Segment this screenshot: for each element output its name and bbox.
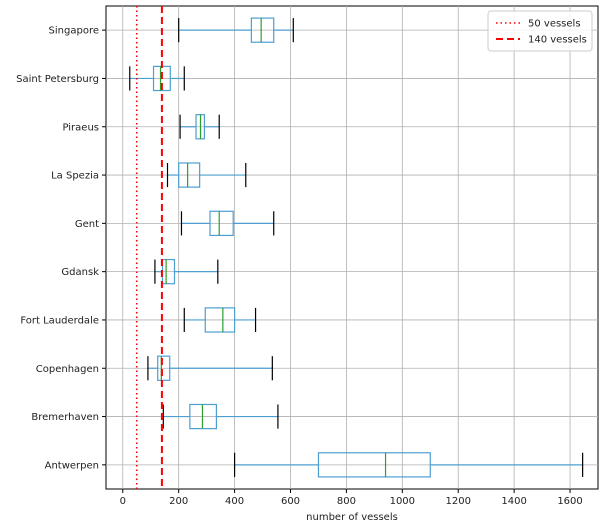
y-tick-label: Piraeus xyxy=(62,122,99,133)
x-tick-label: 1400 xyxy=(501,496,526,507)
y-tick-label: Gent xyxy=(75,219,99,230)
x-axis-label: number of vessels xyxy=(306,512,398,523)
x-tick-label: 0 xyxy=(120,496,126,507)
box-iqr xyxy=(209,210,234,237)
box-iqr xyxy=(204,307,236,333)
plot-area xyxy=(105,5,599,490)
legend-entry: 140 vessels xyxy=(528,35,587,46)
reference-lines xyxy=(135,6,163,489)
y-tick-labels: Singapore Saint Petersburg Piraeus La Spezi… xyxy=(16,26,106,471)
y-tick-label: Singapore xyxy=(49,26,99,37)
box-iqr xyxy=(250,17,275,43)
x-tick-labels: 0 200 400 600 800 1000 1200 1400 1600 xyxy=(120,489,583,507)
x-tick-label: 800 xyxy=(337,496,356,507)
y-tick-label: Bremerhaven xyxy=(31,412,99,423)
legend: 50 vessels 140 vessels xyxy=(487,10,593,52)
x-tick-label: 1200 xyxy=(446,496,471,507)
y-tick-label: La Spezia xyxy=(51,171,99,182)
x-tick-label: 1600 xyxy=(557,496,582,507)
box-iqr xyxy=(317,452,431,478)
box-iqr xyxy=(157,355,171,381)
boxes xyxy=(129,17,584,478)
legend-entry: 50 vessels xyxy=(528,19,581,30)
y-tick-label: Antwerpen xyxy=(45,460,99,471)
x-tick-label: 1000 xyxy=(390,496,415,507)
x-tick-label: 200 xyxy=(169,496,188,507)
x-tick-label: 400 xyxy=(225,496,244,507)
legend-frame xyxy=(487,10,593,52)
y-tick-label: Fort Lauderdale xyxy=(20,315,99,326)
box-iqr xyxy=(189,403,218,430)
x-tick-label: 600 xyxy=(281,496,300,507)
box-iqr xyxy=(178,162,201,188)
y-tick-label: Copenhagen xyxy=(36,364,99,375)
y-tick-label: Saint Petersburg xyxy=(16,74,99,85)
y-tick-label: Gdansk xyxy=(61,267,99,278)
